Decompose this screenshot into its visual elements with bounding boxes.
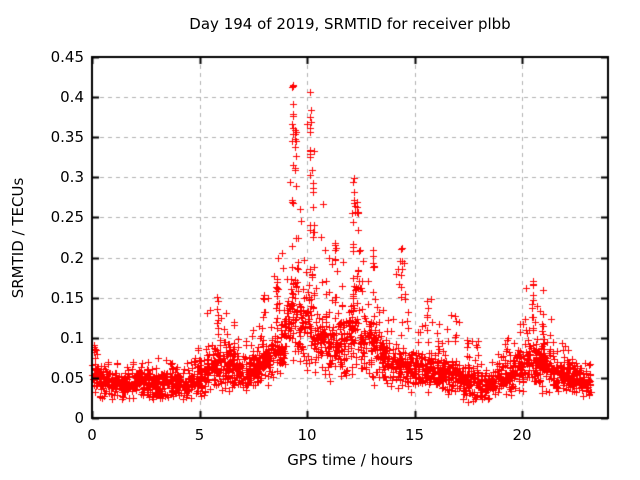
y-tick-label: 0.4 [60, 88, 84, 107]
y-tick-label: 0.35 [50, 128, 84, 147]
y-tick-label: 0.15 [50, 288, 84, 307]
y-tick-label: 0.3 [60, 168, 84, 187]
x-axis-label: GPS time / hours [287, 451, 413, 469]
y-tick-label: 0.2 [60, 248, 84, 267]
y-tick-label: 0.25 [50, 208, 84, 227]
y-tick-label: 0.05 [50, 368, 84, 387]
y-tick-label: 0.1 [60, 328, 84, 347]
x-tick-label: 0 [87, 426, 97, 444]
x-tick-label: 5 [194, 426, 205, 444]
y-tick-label: 0.45 [50, 48, 84, 66]
x-tick-label: 20 [512, 426, 532, 444]
x-tick-label: 10 [297, 426, 317, 444]
chart-title: Day 194 of 2019, SRMTID for receiver plb… [189, 15, 511, 33]
x-tick-label: 15 [404, 426, 425, 444]
y-tick-label: 0 [74, 409, 84, 427]
y-axis-label: SRMTID / TECUs [9, 177, 27, 299]
